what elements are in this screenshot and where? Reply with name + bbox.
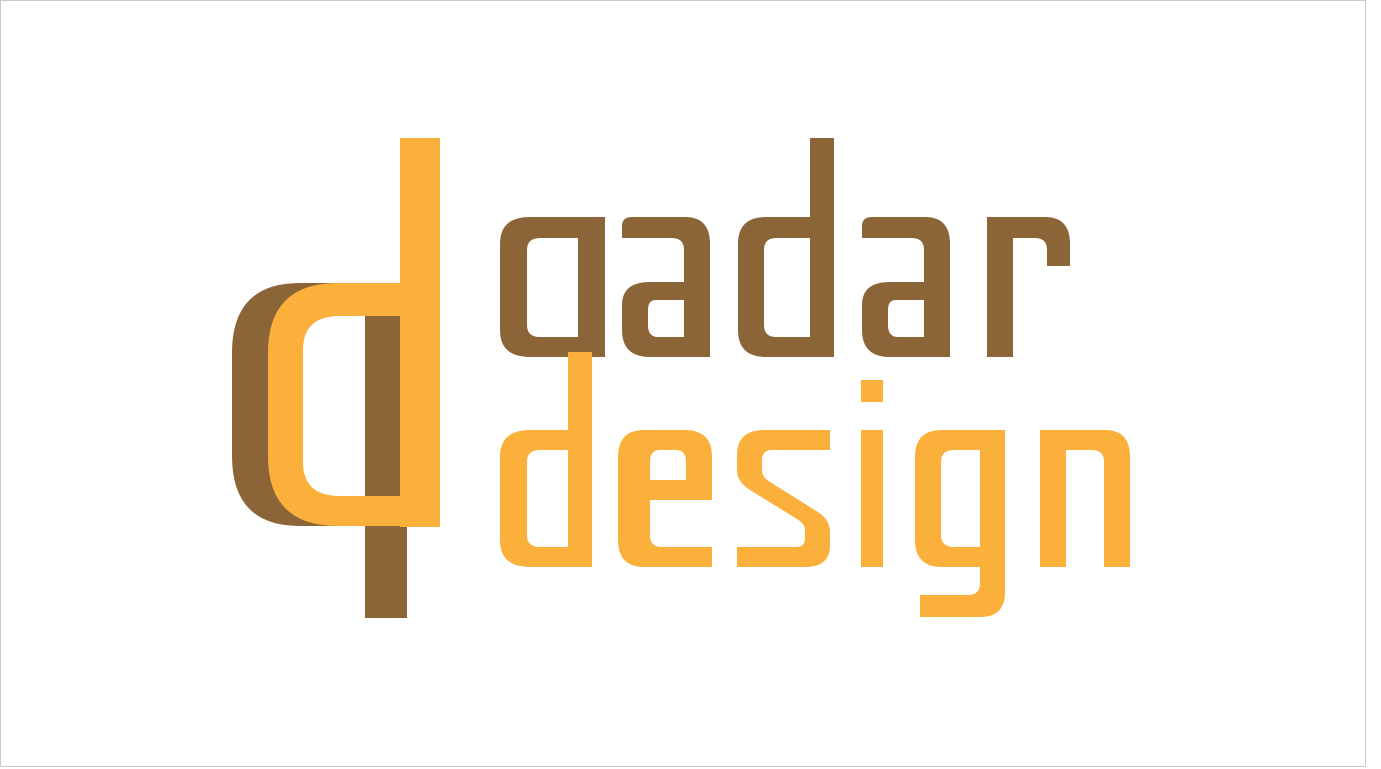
monogram-shadow-bowl [232,283,372,526]
letter-a-2 [862,217,950,357]
letter-d [738,138,834,357]
monogram-icon [232,138,440,618]
monogram-front-stem [400,138,440,527]
letter-d-design [500,352,592,567]
letter-r [987,217,1070,357]
wordmark-design [500,352,1130,617]
letter-i-stem [861,430,883,567]
monogram-front-bowl [268,283,406,526]
letter-i-dot [861,380,883,402]
letter-s [737,430,830,567]
letter-g [915,430,1005,617]
letter-n [1040,430,1130,567]
letter-q [500,217,605,357]
wordmark-qadar [500,138,1070,357]
letter-a [622,217,710,357]
letter-e [618,430,712,567]
